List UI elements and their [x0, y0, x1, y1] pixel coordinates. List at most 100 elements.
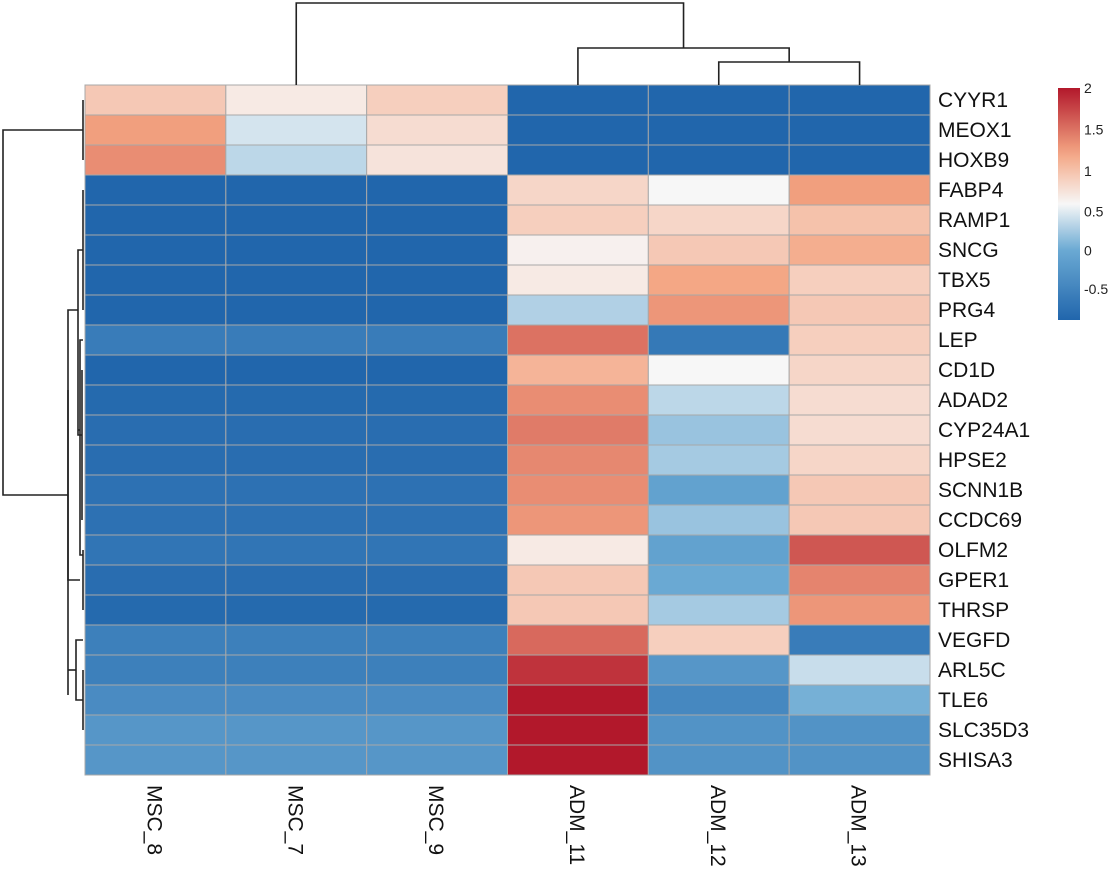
heatmap-cell — [507, 144, 649, 176]
heatmap-cell — [84, 744, 227, 776]
heatmap-cell — [507, 624, 649, 656]
row-label: ADAD2 — [938, 389, 1008, 412]
row-label: PRG4 — [938, 299, 996, 322]
row-label: MEOX1 — [938, 119, 1012, 142]
heatmap-cell — [507, 744, 649, 776]
column-label: ADM_12 — [706, 785, 729, 867]
heatmap-cell — [507, 204, 649, 236]
heatmap-cell — [225, 174, 368, 206]
row-label: THRSP — [938, 599, 1009, 622]
heatmap-cell — [366, 84, 508, 116]
heatmap-cell — [647, 594, 790, 626]
heatmap-cell — [647, 354, 790, 386]
row-label: HPSE2 — [938, 449, 1007, 472]
heatmap-cell — [366, 564, 508, 596]
heatmap-cell — [507, 324, 649, 356]
heatmap-cell — [366, 384, 508, 416]
heatmap-cell — [225, 84, 368, 116]
heatmap-cell — [507, 714, 649, 746]
heatmap-cell — [788, 114, 931, 146]
heatmap-cell — [366, 414, 508, 446]
heatmap-cell — [647, 234, 790, 266]
heatmap-cell — [225, 354, 368, 386]
heatmap-cell — [366, 714, 508, 746]
heatmap-cell — [225, 474, 368, 506]
heatmap-cell — [647, 174, 790, 206]
heatmap-cell — [366, 654, 508, 686]
heatmap-cell — [84, 684, 227, 716]
heatmap-cell — [507, 654, 649, 686]
row-label: LEP — [938, 329, 978, 352]
heatmap-cell — [366, 744, 508, 776]
row-label: GPER1 — [938, 569, 1009, 592]
row-label: FABP4 — [938, 179, 1004, 202]
heatmap-cell — [788, 534, 931, 566]
heatmap-cell — [366, 294, 508, 326]
heatmap-cell — [366, 204, 508, 236]
row-labels: CYYR1 MEOX1 HOXB9 FABP4 RAMP1 SNCG TBX5 PRG4 LEP… — [938, 89, 1030, 772]
row-label: VEGFD — [938, 629, 1010, 652]
heatmap-cell — [225, 264, 368, 296]
heatmap-cell — [225, 594, 368, 626]
heatmap-cell — [507, 594, 649, 626]
heatmap-cell — [647, 624, 790, 656]
color-legend: -0.5 0 0.5 1 1.5 2 — [1058, 80, 1108, 320]
colorbar — [1058, 88, 1080, 320]
heatmap-cell — [225, 684, 368, 716]
heatmap-cell — [788, 504, 931, 536]
column-label: ADM_13 — [847, 785, 870, 867]
heatmap-cell — [225, 564, 368, 596]
heatmap-cell — [84, 564, 227, 596]
row-label: ARL5C — [938, 659, 1006, 682]
heatmap-cell — [647, 204, 790, 236]
heatmap-cell — [84, 144, 227, 176]
row-label: SLC35D3 — [938, 719, 1029, 742]
heatmap-cell — [366, 144, 508, 176]
heatmap-cell — [647, 444, 790, 476]
heatmap-cell — [788, 744, 931, 776]
row-label: TBX5 — [938, 269, 991, 292]
heatmap-cell — [647, 144, 790, 176]
row-label: HOXB9 — [938, 149, 1009, 172]
row-label: SHISA3 — [938, 749, 1013, 772]
legend-tick-label: 2 — [1084, 80, 1092, 96]
heatmap-cell — [788, 204, 931, 236]
heatmap-cell — [647, 744, 790, 776]
heatmap-cell — [366, 324, 508, 356]
heatmap-cell — [225, 444, 368, 476]
row-label: CYP24A1 — [938, 419, 1030, 442]
heatmap-cell — [84, 624, 227, 656]
heatmap-cell — [507, 114, 649, 146]
heatmap-cell — [84, 204, 227, 236]
heatmap-cell — [647, 264, 790, 296]
heatmap-cell — [84, 174, 227, 206]
heatmap-cell — [788, 444, 931, 476]
heatmap-cell — [84, 384, 227, 416]
heatmap-cell — [647, 714, 790, 746]
heatmap-cell — [507, 474, 649, 506]
heatmap-cell — [84, 234, 227, 266]
heatmap-cell — [84, 444, 227, 476]
dendrogram-branch — [577, 47, 790, 85]
dendrogram-branch — [2, 129, 83, 496]
heatmap-cell — [366, 114, 508, 146]
heatmap-cell — [366, 234, 508, 266]
heatmap-cell — [647, 114, 790, 146]
heatmap-cell — [225, 624, 368, 656]
legend-tick-label: 1.5 — [1084, 121, 1104, 137]
legend-tick-label: 0.5 — [1084, 204, 1104, 220]
heatmap-cell — [225, 414, 368, 446]
heatmap-cell — [788, 594, 931, 626]
row-label: TLE6 — [938, 689, 988, 712]
heatmap-cell — [647, 84, 790, 116]
heatmap-cell — [225, 504, 368, 536]
heatmap-cell — [84, 594, 227, 626]
heatmap-cell — [84, 324, 227, 356]
heatmap-cell — [366, 594, 508, 626]
heatmap-cell — [788, 564, 931, 596]
heatmap-cell — [225, 144, 368, 176]
heatmap-cell — [647, 294, 790, 326]
heatmap-cell — [507, 354, 649, 386]
column-dendrogram — [295, 2, 861, 85]
